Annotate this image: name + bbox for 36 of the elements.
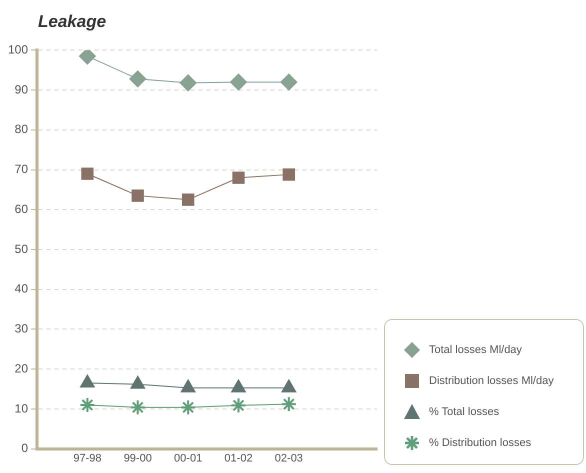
y-tick-label: 10 [14, 401, 28, 416]
point [230, 74, 247, 91]
legend-label: Total losses Ml/day [429, 344, 522, 356]
x-tick-label: 99-00 [124, 452, 152, 464]
point [280, 396, 297, 412]
point [232, 172, 245, 184]
y-tick-label: 100 [8, 42, 28, 57]
point [180, 399, 196, 416]
point [182, 194, 194, 206]
point [280, 74, 298, 91]
y-tick-label: 50 [14, 242, 28, 256]
point [282, 168, 296, 181]
point [130, 399, 146, 416]
x-tick-label: 02-03 [274, 452, 303, 464]
y-tick-label: 90 [14, 82, 28, 96]
point [81, 168, 94, 180]
point [230, 397, 246, 414]
legend-label: Distribution losses Ml/day [429, 374, 554, 386]
point [129, 70, 146, 88]
y-tick-label: 30 [14, 322, 28, 336]
point [132, 190, 144, 202]
y-tick-label: 70 [14, 162, 28, 176]
x-tick-label: 00-01 [174, 452, 202, 464]
y-tick-label: 60 [14, 202, 28, 216]
point [79, 396, 96, 413]
legend-label: % Distribution losses [429, 436, 532, 448]
y-tick-label: 20 [14, 361, 28, 376]
legend-label: % Total losses [429, 406, 500, 418]
y-tick-label: 80 [14, 122, 28, 136]
chart-title: Leakage [38, 12, 106, 32]
y-tick-label: 0 [21, 441, 28, 456]
point [78, 50, 96, 65]
x-tick-label: 97-98 [73, 452, 102, 464]
x-tick-label: 01-02 [224, 452, 253, 464]
y-tick-label: 40 [14, 282, 28, 296]
point [180, 74, 197, 92]
